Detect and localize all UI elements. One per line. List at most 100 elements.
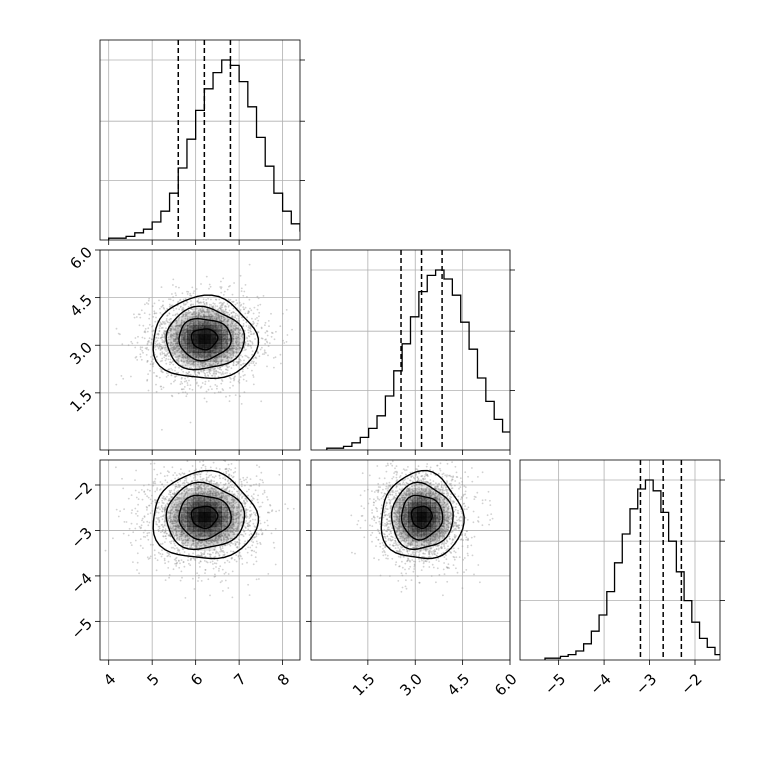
sample-point [164,497,167,500]
sample-point [245,498,248,500]
sample-point [236,327,239,330]
sample-point [152,482,155,485]
sample-point [257,304,259,307]
sample-point [141,517,144,520]
sample-point [263,349,266,352]
sample-point [146,361,149,363]
sample-point [173,328,175,331]
sample-point [226,338,229,340]
sample-point [130,512,133,514]
sample-point [232,518,234,521]
sample-point [181,547,184,550]
sample-point [182,313,185,316]
sample-point [245,478,247,481]
sample-point [241,342,244,344]
sample-point [195,356,197,358]
sample-point [147,339,150,342]
sample-point [222,527,225,529]
sample-point [245,508,248,510]
sample-point [174,472,176,474]
sample-point [210,540,213,543]
sample-point [236,314,239,317]
sample-point [225,360,228,362]
density-cell [192,334,200,340]
sample-point [177,349,180,351]
sample-point [169,361,172,364]
sample-point [162,535,165,538]
sample-point [236,337,238,340]
sample-point [197,314,200,317]
sample-point [214,475,217,477]
sample-point [183,494,186,497]
sample-point [149,555,152,558]
sample-point [252,497,255,500]
sample-point [212,322,215,325]
sample-point [222,486,225,489]
sample-point [236,333,239,335]
sample-point [187,538,189,541]
sample-point [213,556,216,559]
sample-point [249,519,252,522]
sample-point [229,348,232,351]
sample-point [170,341,173,344]
sample-point [182,481,185,484]
sample-point [207,353,210,356]
density-cell [181,357,188,362]
sample-point [152,316,155,318]
sample-point [161,346,163,349]
sample-point [184,341,187,344]
sample-point [186,453,188,455]
sample-point [203,553,205,555]
sample-point [169,520,172,523]
density-cell [204,316,211,322]
sample-point [212,302,215,305]
sample-point [194,315,197,318]
sample-point [130,522,133,525]
sample-point [222,310,224,313]
sample-point [220,320,223,323]
sample-point [221,388,224,390]
sample-point [228,490,231,493]
sample-point [206,532,209,535]
sample-point [199,486,202,489]
sample-point [206,552,209,555]
sample-point [189,351,192,353]
sample-point [224,478,227,481]
sample-point [138,313,141,316]
sample-point [215,372,218,375]
sample-point [242,362,245,365]
sample-point [249,326,252,329]
sample-point [233,325,236,327]
density-cell [210,334,217,340]
sample-point [225,506,228,509]
sample-point [209,594,211,597]
sample-point [231,314,234,317]
sample-point [209,354,212,357]
sample-point [173,333,176,335]
sample-point [208,457,210,459]
sample-point [240,453,242,455]
sample-point [222,518,225,521]
sample-point [203,315,206,317]
sample-point [199,308,202,310]
sample-point [249,339,251,342]
sample-point [217,322,220,325]
sample-point [175,332,177,334]
sample-point [227,470,230,472]
sample-point [225,341,228,344]
sample-point [225,364,228,367]
sample-point [217,322,220,325]
sample-point [214,367,216,370]
sample-point [173,340,175,342]
sample-point [210,479,213,482]
density-cell [215,347,222,353]
sample-point [201,309,204,312]
sample-point [143,312,146,314]
sample-point [195,546,198,548]
sample-point [237,331,240,334]
sample-point [217,375,220,378]
sample-point [222,352,225,355]
sample-point [219,314,222,317]
sample-point [143,331,146,333]
sample-point [220,355,222,357]
